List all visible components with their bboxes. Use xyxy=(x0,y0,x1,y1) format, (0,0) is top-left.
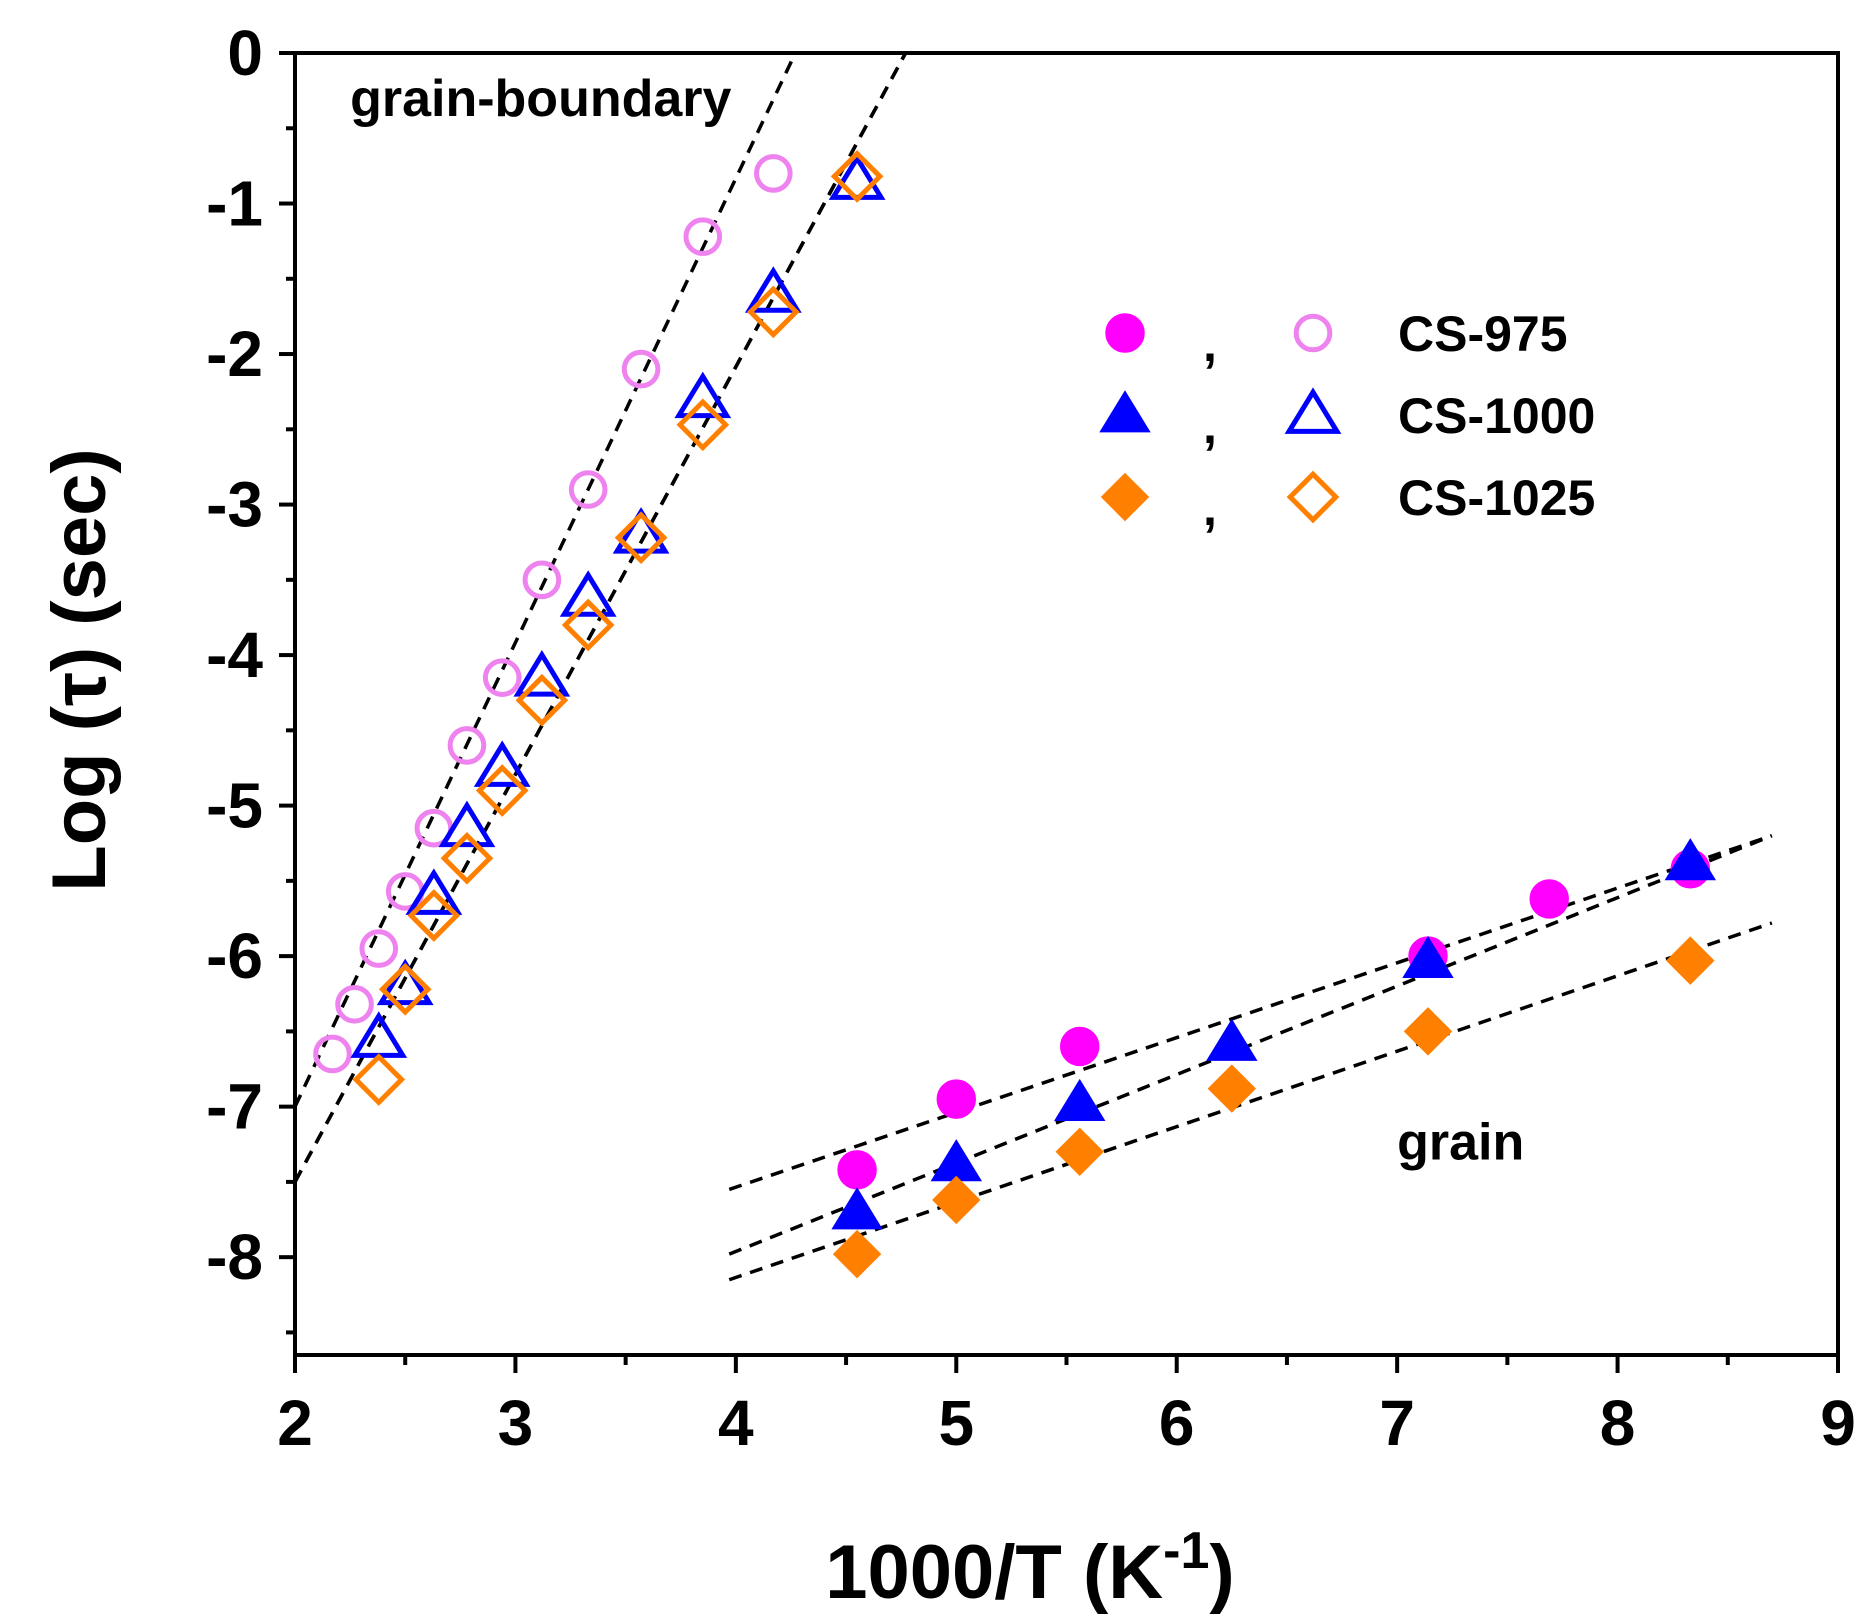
y-axis-title: Log (τ) (sec) xyxy=(37,448,122,891)
data-point-s1-5 xyxy=(513,650,571,697)
y-tick-label-0: 0 xyxy=(227,17,263,89)
legend-marker-hollow-1 xyxy=(1284,387,1342,434)
data-point-s2-4 xyxy=(475,764,529,817)
data-point-s0-9 xyxy=(621,349,661,389)
data-point-s5-5 xyxy=(1666,936,1715,985)
series-3 xyxy=(837,849,1711,1190)
legend-marker-solid-2 xyxy=(1100,472,1150,522)
fit-line-4 xyxy=(728,834,1773,1256)
data-point-s2-9 xyxy=(746,285,800,339)
annotations: grain-boundary grain xyxy=(350,70,1524,1171)
data-point-s1-2 xyxy=(405,868,463,915)
data-point-s2-1 xyxy=(378,962,432,1016)
annotation-1: grain xyxy=(1397,1113,1524,1171)
x-axis-ticks: 2 3 4 5 6 7 8 9 xyxy=(277,1355,1856,1459)
legend-label-1: CS-1000 xyxy=(1398,388,1595,444)
y-tick-label-4: -4 xyxy=(206,619,263,691)
data-point-s0-7 xyxy=(522,560,562,600)
annotation-0: grain-boundary xyxy=(350,70,731,128)
y-tick-label-8: -8 xyxy=(206,1221,263,1293)
data-point-s3-1 xyxy=(936,1079,977,1119)
legend: , CS-975, CS-1000, CS-1025 xyxy=(1099,306,1595,536)
legend-marker-hollow-0 xyxy=(1293,313,1333,353)
data-point-s2-8 xyxy=(676,398,730,452)
data-point-s1-4 xyxy=(473,740,531,787)
data-point-s0-8 xyxy=(568,470,608,509)
data-point-s3-4 xyxy=(1529,879,1569,919)
data-point-s1-9 xyxy=(744,266,802,313)
fit-line-5 xyxy=(728,921,1773,1282)
legend-separator-1: , xyxy=(1203,398,1217,454)
data-point-s2-2 xyxy=(407,889,461,942)
data-point-s2-0 xyxy=(352,1053,406,1106)
data-point-s5-1 xyxy=(932,1175,981,1225)
data-point-s0-11 xyxy=(754,154,793,193)
data-point-s5-4 xyxy=(1403,1007,1453,1056)
data-point-s3-2 xyxy=(1060,1026,1100,1067)
series-5 xyxy=(832,936,1715,1279)
y-tick-label-6: -6 xyxy=(206,920,263,992)
series-1 xyxy=(350,153,886,1058)
legend-label-0: CS-975 xyxy=(1398,306,1568,362)
data-point-s0-0 xyxy=(313,1034,352,1074)
data-point-s4-3 xyxy=(1206,1018,1258,1061)
legend-marker-solid-0 xyxy=(1105,313,1145,353)
y-tick-label-1: -1 xyxy=(206,168,263,240)
y-tick-label-2: -2 xyxy=(206,318,263,390)
x-tick-label-5: 7 xyxy=(1379,1387,1415,1459)
data-point-s0-1 xyxy=(335,984,374,1024)
data-point-s5-2 xyxy=(1055,1127,1104,1177)
legend-marker-solid-1 xyxy=(1099,390,1151,433)
data-point-s4-2 xyxy=(1054,1078,1106,1122)
series-0 xyxy=(313,154,793,1074)
data-point-s1-1 xyxy=(376,958,434,1006)
legend-entry-0: , CS-975 xyxy=(1105,306,1568,372)
legend-entry-1: , CS-1000 xyxy=(1099,387,1595,454)
data-point-s1-10 xyxy=(828,153,886,200)
legend-entry-2: , CS-1025 xyxy=(1100,470,1595,536)
series-2 xyxy=(352,150,884,1106)
data-point-s4-1 xyxy=(930,1139,983,1182)
data-points xyxy=(313,150,1717,1279)
x-tick-label-2: 4 xyxy=(718,1387,754,1459)
data-point-s0-10 xyxy=(683,217,723,256)
legend-separator-2: , xyxy=(1203,480,1217,536)
fit-line-0 xyxy=(295,53,797,1108)
data-point-s1-8 xyxy=(674,371,732,419)
data-point-s0-2 xyxy=(359,929,399,968)
data-point-s2-7 xyxy=(614,511,668,565)
data-point-s1-6 xyxy=(559,570,617,617)
fit-line-3 xyxy=(728,834,1773,1192)
y-tick-label-7: -7 xyxy=(206,1071,263,1143)
data-point-s2-3 xyxy=(440,831,494,885)
y-tick-label-3: -3 xyxy=(206,469,263,541)
data-point-s1-3 xyxy=(438,800,496,848)
data-point-s2-10 xyxy=(830,150,884,203)
y-tick-label-5: -5 xyxy=(206,770,263,842)
x-tick-label-4: 6 xyxy=(1159,1387,1195,1459)
data-point-s2-6 xyxy=(561,598,615,652)
series-4 xyxy=(831,838,1717,1230)
legend-separator-0: , xyxy=(1203,316,1217,372)
legend-label-2: CS-1025 xyxy=(1398,470,1595,526)
x-axis-title: 1000/T (K-1) xyxy=(825,1522,1234,1615)
data-point-s1-7 xyxy=(612,507,670,554)
y-axis-ticks: 0 -1 -2 -3 -4 -5 -6 -7 -8 xyxy=(206,17,295,1335)
data-point-s3-0 xyxy=(837,1150,877,1190)
data-point-s2-5 xyxy=(515,673,569,727)
x-tick-label-6: 8 xyxy=(1600,1387,1636,1459)
data-point-s4-4 xyxy=(1402,935,1454,979)
data-point-s0-5 xyxy=(447,726,487,765)
x-tick-label-0: 2 xyxy=(277,1387,313,1459)
data-point-s5-0 xyxy=(832,1229,882,1279)
x-tick-label-7: 9 xyxy=(1820,1387,1856,1459)
x-tick-label-1: 3 xyxy=(498,1387,534,1459)
data-point-s4-5 xyxy=(1664,838,1717,881)
x-tick-label-3: 5 xyxy=(938,1387,974,1459)
data-point-s0-6 xyxy=(482,658,522,697)
data-point-s4-0 xyxy=(831,1187,883,1230)
legend-marker-hollow-2 xyxy=(1286,470,1340,524)
data-point-s5-3 xyxy=(1207,1064,1257,1113)
